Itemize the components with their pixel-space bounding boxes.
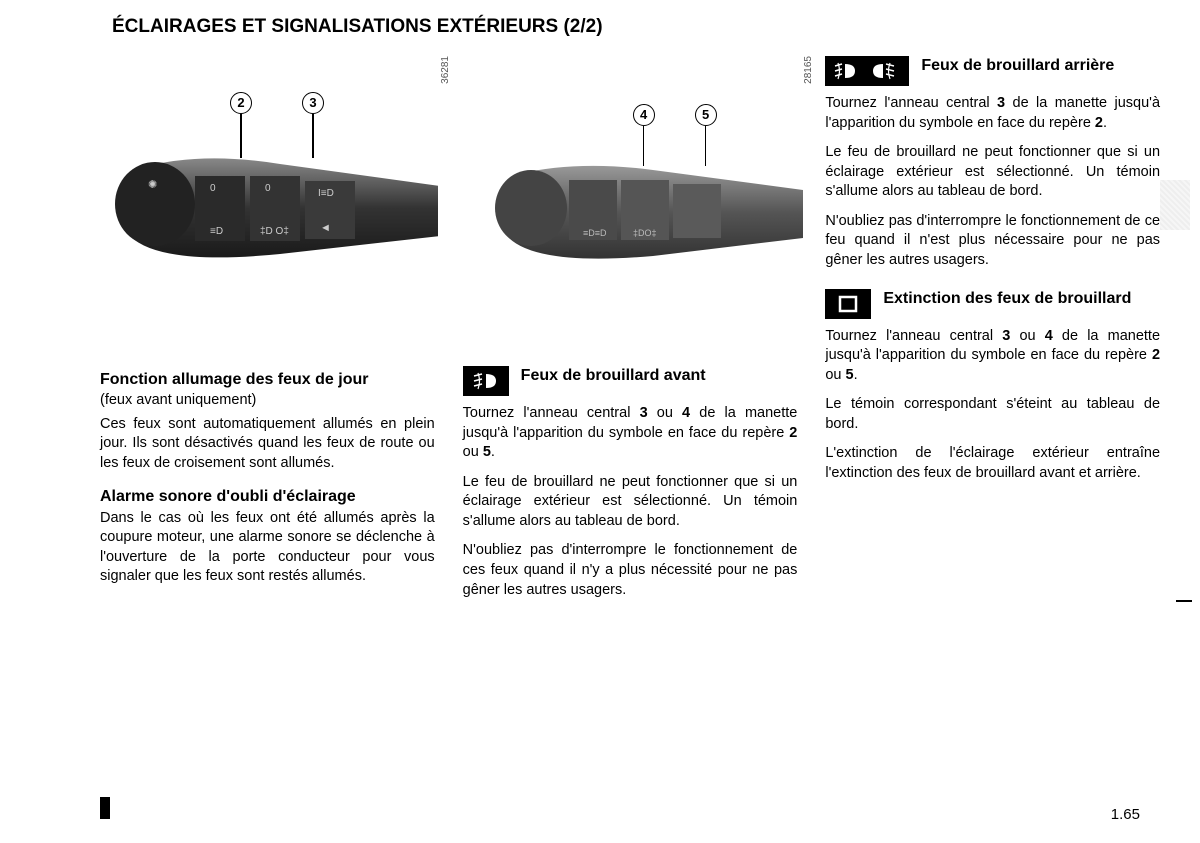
svg-text:0: 0 [265, 183, 271, 194]
callout-line [705, 126, 707, 166]
page-marker [100, 797, 110, 819]
heading-alarm: Alarme sonore d'oubli d'éclairage [100, 487, 435, 506]
paragraph: Le feu de brouillard ne peut fonctionner… [463, 473, 798, 532]
heading-text: Feux de brouillard avant [521, 366, 798, 385]
column-3: Feux de brouillard arrière Tournez l'ann… [825, 56, 1160, 610]
svg-text:0: 0 [210, 183, 216, 194]
paragraph: Le témoin correspondant s'éteint au tabl… [825, 395, 1160, 434]
callout-4: 4 [633, 104, 655, 126]
heading-fog-off: Extinction des feux de brouillard [825, 289, 1160, 319]
paragraph: Tournez l'anneau central 3 ou 4 de la ma… [463, 404, 798, 463]
column-2: 28165 4 5 ≡D≡D ‡DO‡ [463, 56, 798, 610]
column-1: 36281 2 3 ✺ 0 0 [100, 56, 435, 610]
callout-line [240, 114, 242, 158]
scan-artifact [1160, 180, 1190, 230]
paragraph: Dans le cas où les feux ont été allumés … [100, 509, 435, 587]
fog-off-icon [825, 289, 871, 319]
front-fog-icon [463, 366, 509, 396]
callout-3: 3 [302, 92, 324, 114]
paragraph: Le feu de brouillard ne peut fonctionner… [825, 143, 1160, 202]
svg-text:≡D: ≡D [210, 226, 223, 237]
svg-text:‡DO‡: ‡DO‡ [633, 228, 657, 238]
svg-text:✺: ✺ [148, 179, 157, 191]
figure-ref: 36281 [439, 56, 453, 84]
paragraph: Ces feux sont automatiquement allumés en… [100, 415, 435, 474]
paragraph: N'oubliez pas d'interrompre le fonctionn… [825, 212, 1160, 271]
paragraph: Tournez l'anneau central 3 de la manette… [825, 94, 1160, 133]
heading-text: Feux de brouillard arrière [921, 56, 1160, 75]
callout-line [643, 126, 645, 166]
svg-text:I≡D: I≡D [318, 188, 334, 199]
heading-rear-fog: Feux de brouillard arrière [825, 56, 1160, 86]
stalk-illustration-middle: ≡D≡D ‡DO‡ [483, 164, 803, 314]
paragraph: L'extinction de l'éclairage extérieur en… [825, 444, 1160, 483]
heading-text: Extinction des feux de brouillard [883, 289, 1160, 308]
callout-2: 2 [230, 92, 252, 114]
page-number: 1.65 [1111, 806, 1140, 823]
figure-ref: 28165 [801, 56, 815, 84]
subtitle-daylight: (feux avant uniquement) [100, 391, 435, 411]
figure-middle: 28165 4 5 ≡D≡D ‡DO‡ [463, 56, 798, 356]
page-title: ÉCLAIRAGES ET SIGNALISATIONS EXTÉRIEURS … [112, 16, 1160, 38]
svg-text:≡D≡D: ≡D≡D [583, 228, 607, 238]
svg-text:‡D O‡: ‡D O‡ [260, 226, 289, 237]
svg-text:◄: ◄ [320, 222, 331, 234]
content-columns: 36281 2 3 ✺ 0 0 [100, 56, 1160, 610]
rear-fog-icon [825, 56, 909, 86]
heading-front-fog: Feux de brouillard avant [463, 366, 798, 396]
paragraph: Tournez l'anneau central 3 ou 4 de la ma… [825, 327, 1160, 386]
scan-artifact [1176, 600, 1192, 602]
stalk-illustration-left: ✺ 0 0 ≡D ‡D O‡ I≡D ◄ [100, 156, 438, 316]
heading-daylight: Fonction allumage des feux de jour [100, 370, 435, 389]
callout-line [312, 114, 314, 158]
callout-5: 5 [695, 104, 717, 126]
paragraph: N'oubliez pas d'interrompre le fonctionn… [463, 541, 798, 600]
figure-left: 36281 2 3 ✺ 0 0 [100, 56, 435, 356]
